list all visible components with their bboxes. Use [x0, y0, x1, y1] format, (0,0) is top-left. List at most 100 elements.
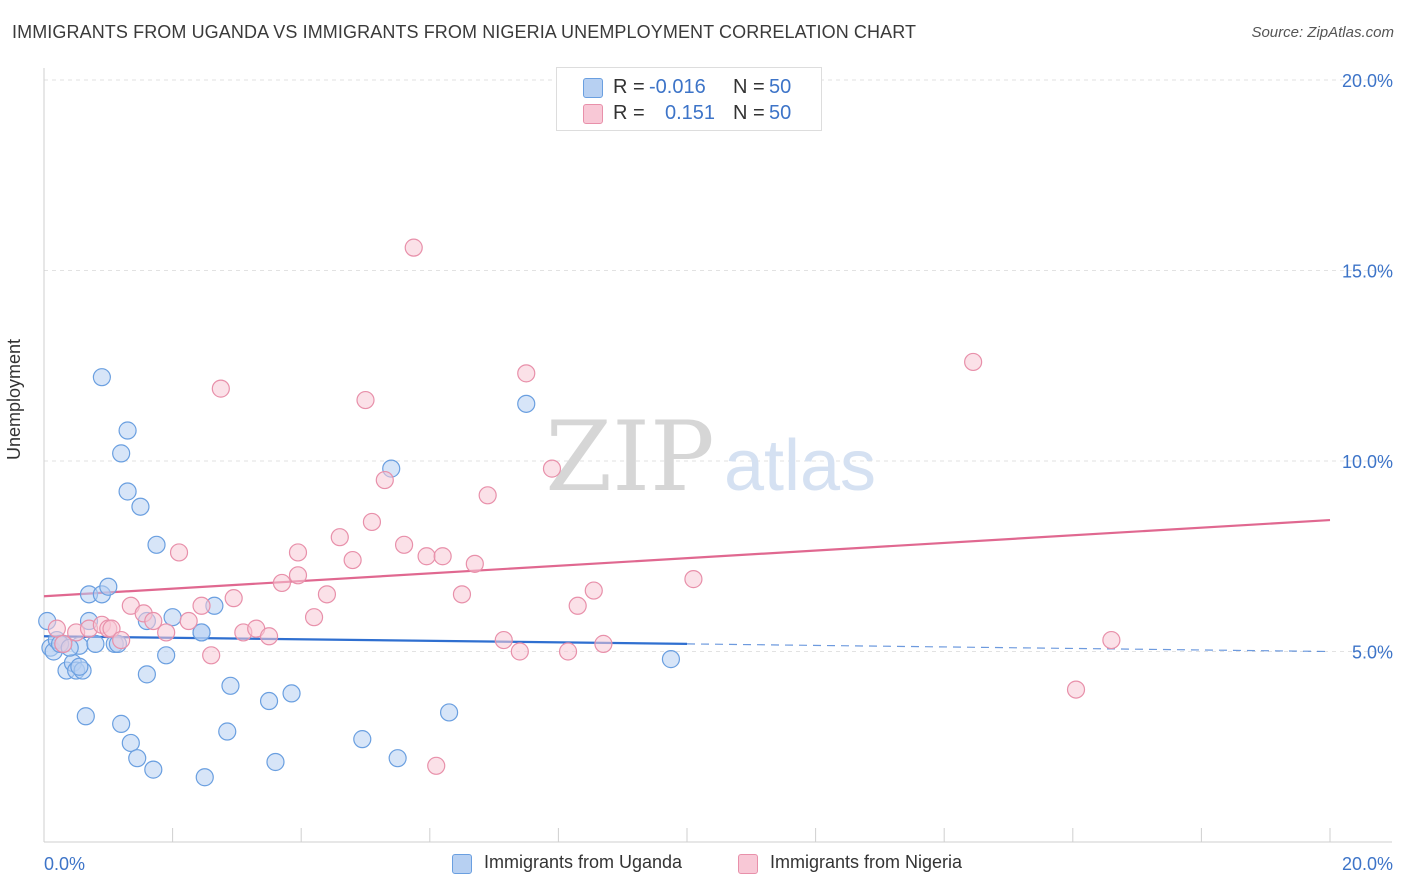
- data-point: [266, 752, 285, 772]
- legend-row-uganda: R = -0.016 N = 50: [557, 76, 821, 100]
- correlation-legend: R = -0.016 N = 50 R = 0.151 N = 50: [556, 67, 822, 131]
- data-point: [558, 642, 578, 661]
- axes: [43, 68, 1392, 843]
- data-point: [417, 547, 436, 566]
- data-point: [452, 585, 472, 604]
- r-label: R =: [613, 76, 645, 98]
- data-point: [192, 596, 211, 615]
- legend-swatch-uganda: [452, 854, 472, 874]
- watermark-zip: ZIP: [545, 401, 714, 513]
- y-tick-label: 20.0%: [1342, 71, 1393, 91]
- data-point: [147, 535, 166, 554]
- data-point: [86, 634, 105, 653]
- data-point: [343, 550, 362, 570]
- data-point: [118, 482, 137, 501]
- trend-line: [43, 635, 688, 645]
- data-point: [388, 749, 407, 768]
- trend-line: [43, 518, 1331, 598]
- data-point: [259, 627, 279, 646]
- data-point: [92, 368, 111, 387]
- trend-line-extension: [686, 643, 1331, 653]
- data-point: [70, 657, 89, 676]
- legend-item-uganda: Immigrants from Uganda: [452, 852, 722, 876]
- data-point: [112, 714, 131, 733]
- data-point: [192, 623, 211, 642]
- data-point: [112, 444, 131, 463]
- data-point: [356, 390, 375, 410]
- data-point: [494, 630, 513, 650]
- data-point: [594, 634, 613, 653]
- r-value: 0.151: [665, 102, 716, 124]
- legend-item-nigeria: Immigrants from Nigeria: [738, 852, 1008, 876]
- data-point: [375, 470, 394, 490]
- data-point: [964, 352, 983, 372]
- data-point: [427, 756, 446, 775]
- legend-row-nigeria: R = 0.151 N = 50: [557, 102, 821, 126]
- chart-title: IMMIGRANTS FROM UGANDA VS IMMIGRANTS FRO…: [12, 22, 917, 42]
- data-point: [118, 421, 137, 440]
- data-point: [128, 749, 147, 768]
- data-point: [478, 486, 497, 505]
- y-tick-label: 10.0%: [1342, 452, 1393, 472]
- data-point: [157, 623, 176, 642]
- data-point: [517, 394, 536, 413]
- data-point: [112, 630, 131, 650]
- r-label: R =: [613, 102, 645, 124]
- data-point: [218, 722, 237, 741]
- data-point: [131, 497, 150, 516]
- data-point: [195, 768, 214, 787]
- grid-lines: [44, 79, 1392, 652]
- data-point: [282, 684, 301, 703]
- data-point: [465, 554, 484, 573]
- data-point: [288, 543, 308, 562]
- data-point: [144, 760, 163, 779]
- y-tick-label: 5.0%: [1352, 643, 1393, 663]
- data-point: [121, 733, 140, 753]
- data-point: [54, 634, 73, 653]
- legend-label-nigeria: Immigrants from Nigeria: [770, 852, 963, 872]
- data-point: [353, 730, 372, 749]
- x-tick-label: 20.0%: [1342, 854, 1393, 874]
- x-tick-label: 0.0%: [44, 854, 85, 874]
- data-point: [169, 543, 189, 562]
- source-label: Source: ZipAtlas.com: [1251, 24, 1394, 41]
- data-point: [179, 611, 198, 631]
- data-point: [684, 570, 703, 589]
- data-point: [330, 528, 349, 547]
- data-point: [144, 611, 163, 631]
- data-point: [202, 646, 221, 665]
- legend-swatch-nigeria: [583, 104, 603, 124]
- data-point: [304, 608, 324, 627]
- data-point: [47, 619, 66, 638]
- trend-lines: [43, 518, 1331, 653]
- n-label: N =: [733, 102, 765, 124]
- data-point: [163, 608, 182, 627]
- legend-swatch-uganda: [583, 78, 603, 98]
- data-point: [76, 707, 95, 726]
- data-point: [542, 459, 562, 478]
- data-point: [99, 577, 118, 596]
- data-point: [1066, 680, 1086, 699]
- data-point: [224, 589, 243, 608]
- data-point: [661, 650, 681, 669]
- data-point: [137, 665, 156, 684]
- legend-label-uganda: Immigrants from Uganda: [484, 852, 683, 872]
- data-point: [439, 703, 459, 722]
- series-nigeria: [47, 238, 1121, 775]
- data-point: [404, 238, 423, 257]
- data-point: [510, 642, 529, 661]
- n-value: 50: [769, 76, 792, 98]
- data-point: [221, 676, 240, 695]
- n-label: N =: [733, 76, 765, 98]
- data-point: [362, 512, 382, 532]
- data-point: [211, 379, 230, 398]
- data-point: [317, 585, 337, 604]
- data-point: [272, 573, 292, 593]
- n-value: 50: [769, 102, 792, 124]
- data-point: [584, 581, 603, 600]
- tick-labels: 5.0% 10.0% 15.0% 20.0% 0.0% 20.0%: [44, 71, 1393, 874]
- data-point: [157, 646, 176, 665]
- data-point: [1102, 630, 1121, 650]
- data-point: [517, 364, 536, 383]
